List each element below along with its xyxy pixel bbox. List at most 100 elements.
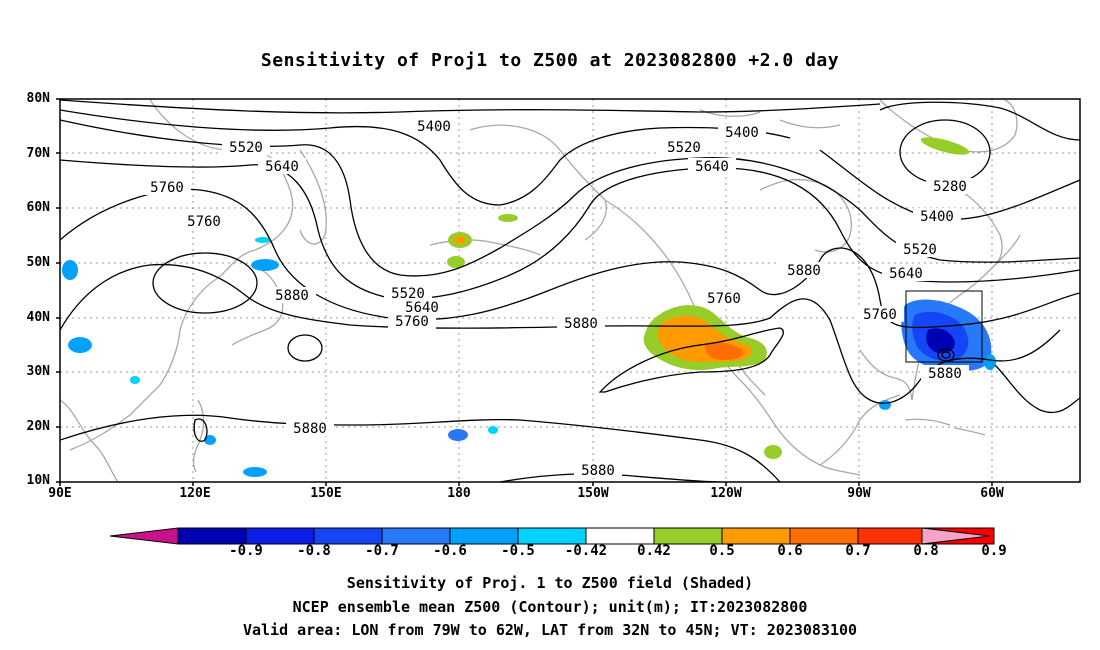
lat-label-10n: 10N [26, 473, 50, 488]
colorbar-bin [381, 527, 451, 545]
gridlines [60, 99, 1080, 482]
map-title: Sensitivity of Proj1 to Z500 at 20230828… [260, 50, 840, 71]
lon-label-120e: 120E [179, 486, 211, 501]
colorbar-label: -0.9 [229, 543, 263, 559]
colorbar-under-triangle [109, 527, 179, 545]
contour-label-5760: 5760 [863, 307, 897, 323]
contour-label-5880: 5880 [275, 288, 309, 304]
shade-patch-4 [764, 445, 782, 459]
shade-neg-patch-4 [255, 237, 271, 243]
contour-5880-east-pacific [598, 327, 784, 393]
lat-label-50n: 50N [26, 255, 50, 270]
colorbar-bin [721, 527, 791, 545]
shade-neg-patch-5 [448, 429, 468, 441]
shade-positive-high [705, 342, 743, 360]
colorbar [109, 527, 995, 545]
shade-neg-patch-11 [130, 376, 140, 384]
contour-5400-west [60, 109, 791, 206]
contour-label-5520: 5520 [903, 242, 937, 258]
contour-label-5640: 5640 [889, 266, 923, 282]
contour-label-5880: 5880 [581, 463, 615, 479]
colorbar-label: 0.7 [845, 543, 871, 559]
lon-label-180: 180 [447, 486, 471, 501]
sensitivity-shading [62, 137, 996, 477]
colorbar-bin [449, 527, 519, 545]
lon-label-90e: 90E [48, 486, 72, 501]
contour-label-5640: 5640 [695, 159, 729, 175]
colorbar-label: 0.42 [637, 543, 671, 559]
colorbar-bin [653, 527, 723, 545]
shade-patch-1-core [454, 236, 466, 244]
contour-5880-closed [287, 334, 323, 362]
contour-label-5880: 5880 [564, 316, 598, 332]
colorbar-bin [177, 527, 247, 545]
lon-label-120w: 120W [710, 486, 742, 501]
lon-label-90w: 90W [847, 486, 871, 501]
shade-neg-patch-7 [243, 467, 267, 477]
lon-label-150e: 150E [310, 486, 342, 501]
lat-label-30n: 30N [26, 364, 50, 379]
contour-label-5280: 5280 [933, 179, 967, 195]
lon-label-60w: 60W [980, 486, 1004, 501]
contour-label-5400: 5400 [920, 209, 954, 225]
contour-label-5640: 5640 [265, 159, 299, 175]
contour-labels: 5400 5400 5400 5520 5520 5520 5520 5640 … [143, 118, 974, 479]
contour-5760-closed [152, 252, 258, 314]
contour-label-5400: 5400 [417, 119, 451, 135]
contour-5880-south [60, 414, 781, 482]
colorbar-bin [313, 527, 383, 545]
shade-neg-patch-6 [204, 435, 216, 445]
contour-label-5760: 5760 [395, 314, 429, 330]
lat-label-80n: 80N [26, 91, 50, 106]
colorbar-label: -0.8 [297, 543, 331, 559]
lat-label-20n: 20N [26, 419, 50, 434]
colorbar-bin [789, 527, 859, 545]
contour-atlantic-ring-1 [937, 348, 955, 362]
contour-5880-atlantic [994, 364, 1080, 414]
axis-ticks [56, 98, 993, 486]
contour-5520 [60, 119, 1080, 277]
contour-atlantic-ring-2 [941, 351, 951, 359]
contour-label-5640: 5640 [405, 300, 439, 316]
lat-label-40n: 40N [26, 310, 50, 325]
lat-label-70n: 70N [26, 146, 50, 161]
contour-5280-north [60, 99, 881, 114]
contour-label-5760: 5760 [187, 214, 221, 230]
shade-neg-patch-2 [68, 337, 92, 353]
colorbar-label: -0.6 [433, 543, 467, 559]
shade-negative-core [926, 328, 955, 354]
colorbar-label: -0.7 [365, 543, 399, 559]
valid-area-box [905, 290, 983, 363]
contour-label-5400: 5400 [725, 125, 759, 141]
colorbar-label: -0.42 [564, 543, 608, 559]
colorbar-bin [517, 527, 587, 545]
colorbar-bins [177, 527, 995, 545]
colorbar-label: 0.9 [981, 543, 1007, 559]
contour-label-5880: 5880 [928, 366, 962, 382]
shade-neg-patch-10 [488, 426, 498, 434]
colorbar-label: 0.8 [913, 543, 939, 559]
colorbar-label: -0.5 [501, 543, 535, 559]
contour-label-5520: 5520 [667, 140, 701, 156]
lat-label-60n: 60N [26, 200, 50, 215]
shade-neg-patch-8 [879, 400, 891, 410]
contour-label-5760: 5760 [707, 291, 741, 307]
contour-small-ring [193, 418, 208, 442]
contour-5400-east [879, 101, 1080, 141]
contour-5880 [60, 263, 1061, 404]
colorbar-bin [585, 527, 655, 545]
contour-label-5760: 5760 [150, 180, 184, 196]
shade-patch-2 [447, 256, 465, 268]
colorbar-bin [245, 527, 315, 545]
shade-neg-patch-9 [984, 354, 996, 370]
contour-label-5520: 5520 [229, 140, 263, 156]
lon-label-150w: 150W [577, 486, 609, 501]
shade-neg-patch-1 [62, 260, 78, 280]
shade-patch-3 [498, 214, 518, 222]
contour-label-5520: 5520 [391, 286, 425, 302]
caption-line-3: Valid area: LON from 79W to 62W, LAT fro… [242, 621, 858, 639]
shade-patch-greenland [920, 137, 970, 155]
colorbar-over-triangle [921, 527, 991, 545]
contour-label-5880: 5880 [787, 263, 821, 279]
